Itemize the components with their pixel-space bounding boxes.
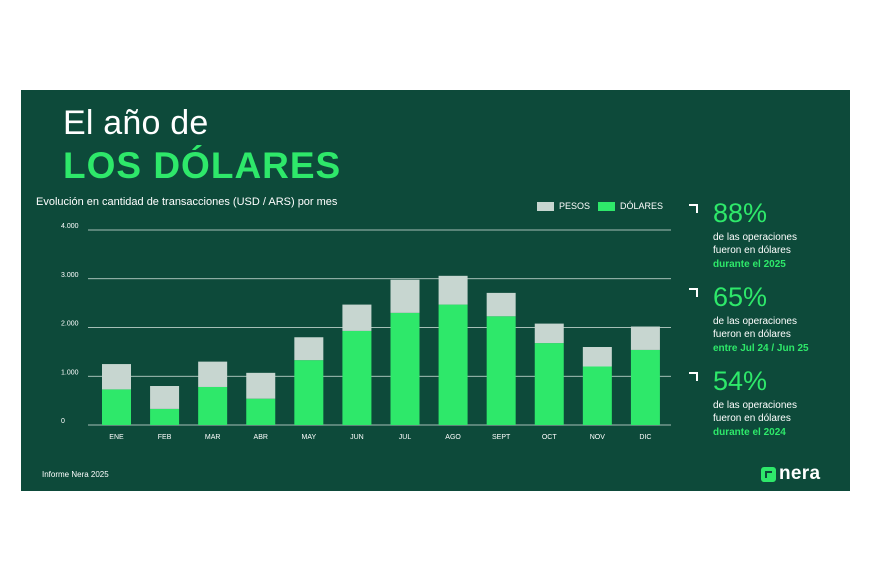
bar-pesos <box>198 361 228 387</box>
y-tick-label: 0 <box>61 418 65 425</box>
stat-line: de las operaciones <box>713 232 797 243</box>
legend-item-pesos: PESOS <box>537 201 590 211</box>
corner-bracket-icon <box>689 288 698 297</box>
bar-dolares <box>150 408 180 425</box>
bar-dolares <box>198 386 228 425</box>
bar-dolares <box>342 330 372 425</box>
x-tick-label: SEPT <box>492 434 511 441</box>
stat-line: fueron en dólares <box>713 245 791 256</box>
legend-swatch-pesos <box>537 201 554 211</box>
nera-logo: nera <box>761 463 820 485</box>
title-line-1: El año de <box>63 104 209 142</box>
corner-bracket-icon <box>689 372 698 381</box>
stat-line: fueron en dólares <box>713 329 791 340</box>
stat-line: fueron en dólares <box>713 413 791 424</box>
footer-text: Informe Nera 2025 <box>42 470 109 479</box>
x-tick-label: OCT <box>542 434 558 441</box>
stat-highlight: durante el 2025 <box>713 259 786 270</box>
chart-subtitle: Evolución en cantidad de transacciones (… <box>36 196 338 208</box>
x-tick-label: DIC <box>639 434 651 441</box>
bar-dolares <box>438 304 468 425</box>
bar-dolares <box>486 316 516 425</box>
bar-pesos <box>630 326 660 350</box>
corner-bracket-icon <box>689 204 698 213</box>
x-tick-label: FEB <box>158 434 172 441</box>
bar-pesos <box>582 347 612 367</box>
y-tick-label: 4.000 <box>61 223 79 230</box>
x-tick-label: MAR <box>205 434 221 441</box>
stat-percent: 65% <box>713 282 768 312</box>
y-tick-label: 3.000 <box>61 272 79 279</box>
x-tick-label: NOV <box>590 434 606 441</box>
stat-percent: 54% <box>713 366 768 396</box>
bar-dolares <box>294 360 324 425</box>
bar-dolares <box>390 312 420 425</box>
bar-pesos <box>390 279 420 313</box>
bar-pesos <box>246 372 276 399</box>
legend-swatch-dolares <box>598 201 616 211</box>
stat-highlight: durante el 2024 <box>713 427 786 438</box>
bar-pesos <box>486 292 516 317</box>
bar-pesos <box>150 386 180 409</box>
logo-wordmark: nera <box>779 463 821 484</box>
y-tick-label: 1.000 <box>61 369 79 376</box>
bar-dolares <box>246 398 276 425</box>
bar-dolares <box>534 343 564 425</box>
bar-dolares <box>630 349 660 425</box>
stat-line: de las operaciones <box>713 400 797 411</box>
stat-highlight: entre Jul 24 / Jun 25 <box>713 343 809 354</box>
bar-dolares <box>102 389 131 425</box>
x-tick-label: JUN <box>350 434 364 441</box>
stacked-bar-chart: 0 1.000 2.000 3.000 4.000 ENE FEB MAR ABR MAY JUN J… <box>61 223 671 441</box>
bar-dolares <box>582 366 612 425</box>
bar-pesos <box>438 275 468 305</box>
stat-line: de las operaciones <box>713 316 797 327</box>
infographic-card: El año de LOS DÓLARES Evolución en canti… <box>21 90 850 491</box>
legend-item-dolares: DÓLARES <box>598 201 663 211</box>
x-tick-label: MAY <box>302 434 317 441</box>
stat-percent: 88% <box>713 198 768 228</box>
bar-pesos <box>294 337 324 361</box>
chart-legend: PESOS DÓLARES <box>537 201 671 211</box>
x-tick-label: AGO <box>445 434 461 441</box>
bar-pesos <box>534 323 564 344</box>
y-tick-label: 2.000 <box>61 321 79 328</box>
title-line-2: LOS DÓLARES <box>63 145 342 186</box>
legend-label-pesos: PESOS <box>559 201 591 211</box>
x-tick-label: ENE <box>109 434 124 441</box>
legend-label-dolares: DÓLARES <box>620 201 664 211</box>
nera-logo-icon <box>761 466 776 482</box>
bar-pesos <box>342 304 372 331</box>
bar-pesos <box>102 364 131 390</box>
x-tick-label: ABR <box>254 434 268 441</box>
x-tick-label: JUL <box>399 434 412 441</box>
